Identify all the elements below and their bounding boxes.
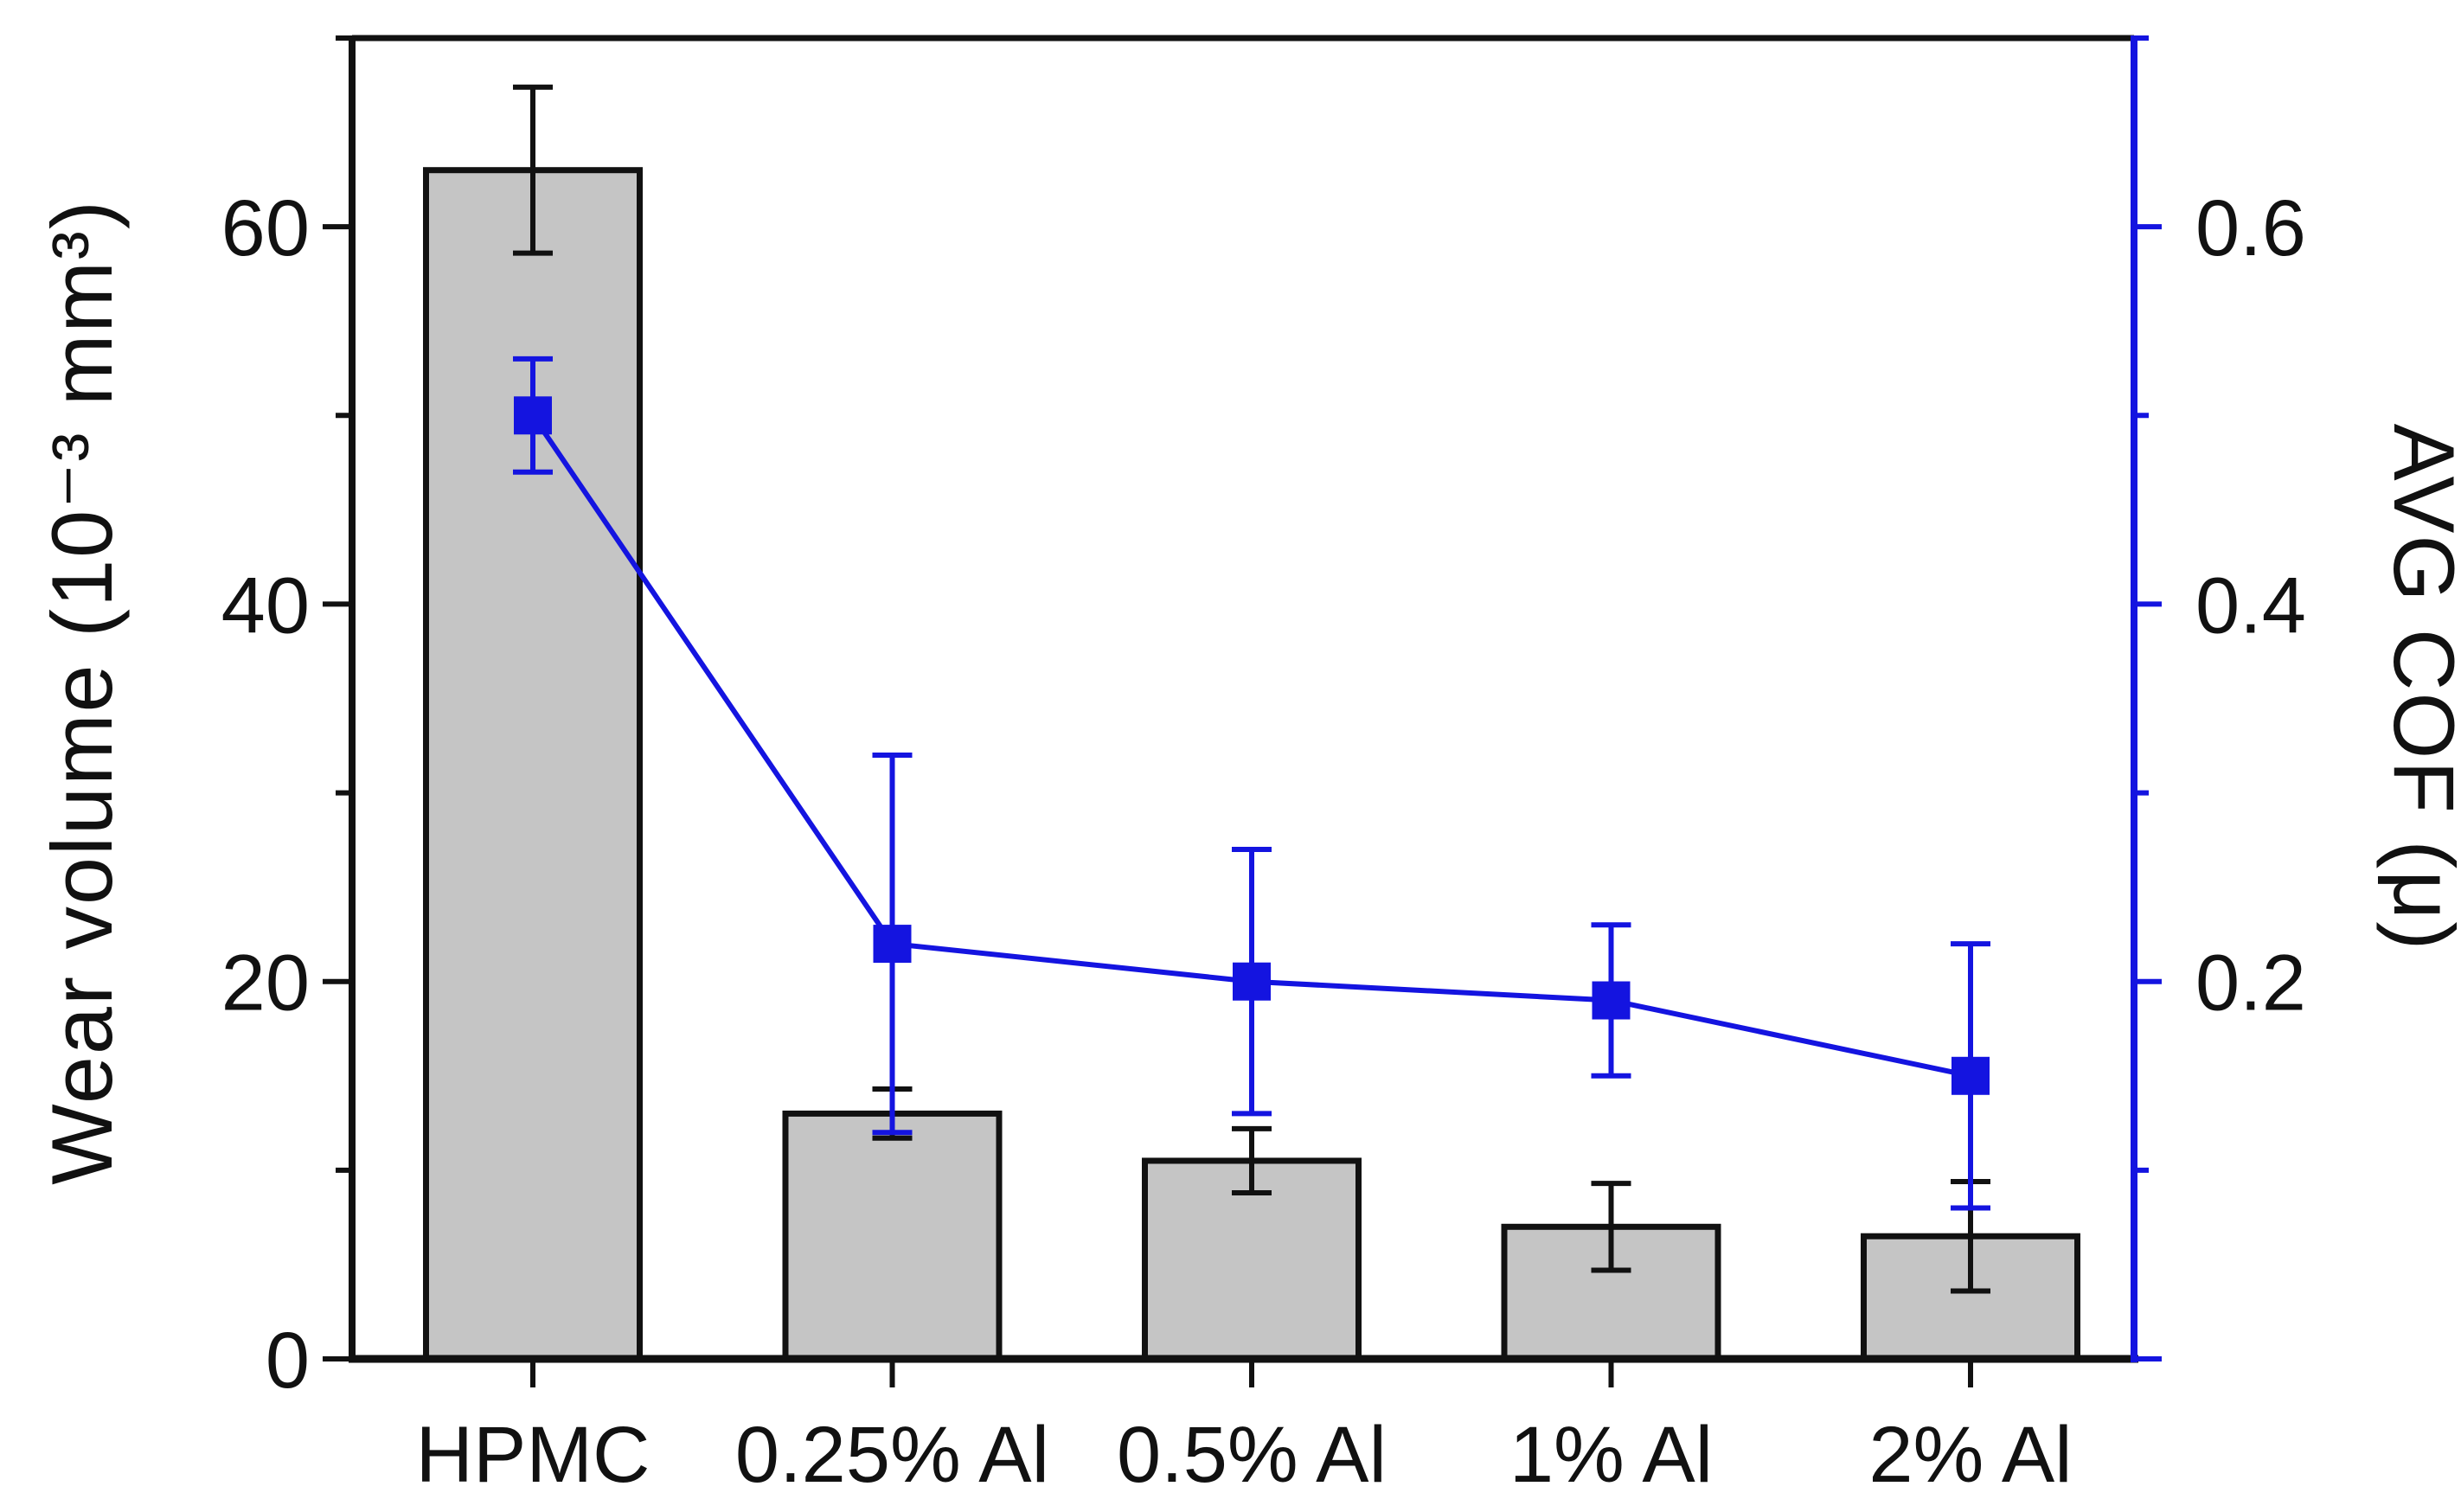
x-axis-category-label-1: 0.25% Al bbox=[735, 1411, 1049, 1499]
cof-marker-4 bbox=[1951, 1056, 1990, 1095]
left-axis-tick-label-40: 40 bbox=[221, 561, 310, 650]
left-axis-tick-label-60: 60 bbox=[221, 184, 310, 272]
cof-marker-1 bbox=[873, 925, 912, 964]
cof-marker-3 bbox=[1592, 981, 1631, 1020]
left-axis-tick-label-20: 20 bbox=[221, 939, 310, 1028]
left-axis-tick-label-0: 0 bbox=[266, 1317, 310, 1405]
x-axis-category-label-4: 2% Al bbox=[1868, 1411, 2072, 1499]
right-axis-tick-label-0.2: 0.2 bbox=[2195, 939, 2306, 1028]
x-axis-category-label-3: 1% Al bbox=[1509, 1411, 1713, 1499]
right-axis-tick-label-0.4: 0.4 bbox=[2195, 561, 2306, 650]
left-axis-title: Wear volume (10⁻³ mm³) bbox=[34, 199, 130, 1185]
right-axis-tick-label-0.6: 0.6 bbox=[2195, 184, 2306, 272]
cof-marker-2 bbox=[1233, 962, 1271, 1001]
x-axis-category-label-2: 0.5% Al bbox=[1117, 1411, 1387, 1499]
x-axis-category-label-0: HPMC bbox=[416, 1411, 650, 1499]
cof-marker-0 bbox=[514, 396, 552, 435]
bar-0-25-al bbox=[782, 1110, 1003, 1362]
right-axis-title: AVG COF (μ) bbox=[2376, 424, 2461, 952]
bar-hpmc bbox=[423, 167, 643, 1362]
chart-render-root: 0 20 40 60 0.2 0.4 0.6 HPMC 0.25% Al 0.5% Al 1% Al… bbox=[221, 35, 2306, 1499]
